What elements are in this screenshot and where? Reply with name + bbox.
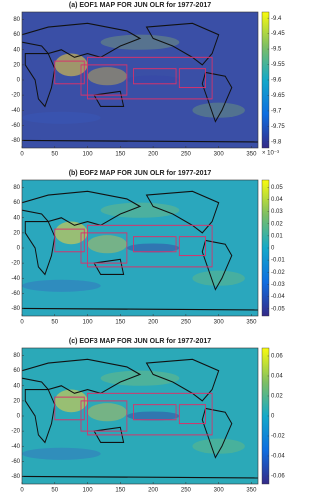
colorbar-tick-label: -9.4 xyxy=(271,16,282,22)
y-tick-label: 60 xyxy=(13,32,20,38)
colorbar-tick-label: 0.04 xyxy=(271,374,283,380)
x-tick-label: 250 xyxy=(181,152,192,158)
colorbar-tick-label: -9.6 xyxy=(271,78,282,84)
y-tick-label: 40 xyxy=(13,47,20,53)
x-tick-label: 250 xyxy=(181,320,192,326)
y-tick-label: 60 xyxy=(13,200,20,206)
y-tick-label: -20 xyxy=(11,93,20,99)
x-tick-label: 100 xyxy=(83,488,94,494)
colorbar-tick-label: -0.01 xyxy=(271,258,285,264)
colorbar-tick-label: 0.03 xyxy=(271,209,283,215)
y-tick-label: 60 xyxy=(13,368,20,374)
chart-title: (a) EOF1 MAP FOR JUN OLR for 1977-2017 xyxy=(69,2,211,9)
y-tick-label: 20 xyxy=(13,230,20,236)
x-tick-label: 0 xyxy=(20,152,24,158)
y-tick-label: 40 xyxy=(13,215,20,221)
colorbar-tick-label: -9.75 xyxy=(271,124,285,130)
colorbar-tick-label: -9.65 xyxy=(271,93,285,99)
colorbar-tick-label: -0.02 xyxy=(271,270,285,276)
y-tick-label: 0 xyxy=(17,78,21,84)
x-tick-label: 150 xyxy=(115,152,126,158)
colorbar-tick-label: 0.04 xyxy=(271,197,283,203)
x-tick-label: 300 xyxy=(214,488,225,494)
colorbar-tick-label: -9.7 xyxy=(271,108,282,114)
x-tick-label: 200 xyxy=(148,488,159,494)
y-tick-label: -20 xyxy=(11,429,20,435)
colorbar-tick-label: 0.02 xyxy=(271,221,283,227)
x-tick-label: 200 xyxy=(148,152,159,158)
y-tick-label: 80 xyxy=(13,185,20,191)
x-tick-label: 50 xyxy=(51,320,58,326)
colorbar-tick-label: 0 xyxy=(271,246,275,252)
x-tick-label: 100 xyxy=(83,320,94,326)
colorbar-tick-label: 0.05 xyxy=(271,185,283,191)
colorbar-tick-label: -0.05 xyxy=(271,306,285,312)
x-tick-label: 300 xyxy=(214,152,225,158)
x-tick-label: 50 xyxy=(51,488,58,494)
x-tick-label: 0 xyxy=(20,320,24,326)
x-tick-label: 250 xyxy=(181,488,192,494)
y-tick-label: -60 xyxy=(11,459,20,465)
y-tick-label: -80 xyxy=(11,306,20,312)
x-tick-label: 0 xyxy=(20,488,24,494)
colorbar-tick-label: -9.55 xyxy=(271,62,285,68)
colorbar-tick-label: 0.06 xyxy=(271,354,283,360)
x-tick-label: 150 xyxy=(115,488,126,494)
y-tick-label: 20 xyxy=(13,398,20,404)
y-tick-label: -20 xyxy=(11,261,20,267)
x-tick-label: 200 xyxy=(148,320,159,326)
y-tick-label: -40 xyxy=(11,276,20,282)
colorbar-tick-label: -0.04 xyxy=(271,294,285,300)
colorbar-exponent: × 10⁻³ xyxy=(262,151,279,157)
y-tick-label: -40 xyxy=(11,108,20,114)
y-tick-label: -60 xyxy=(11,291,20,297)
colorbar-tick-label: -9.45 xyxy=(271,31,285,37)
x-tick-label: 300 xyxy=(214,320,225,326)
x-tick-label: 350 xyxy=(246,152,257,158)
colorbar-tick-label: -0.02 xyxy=(271,434,285,440)
colorbar-tick-label: -0.06 xyxy=(271,474,285,480)
chart-title: (c) EOF3 MAP FOR JUN OLR for 1977-2017 xyxy=(69,338,211,345)
figure: (a) EOF1 MAP FOR JUN OLR for 1977-2017 0 5… xyxy=(11,2,285,494)
y-tick-label: -60 xyxy=(11,123,20,129)
chart-title: (b) EOF2 MAP FOR JUN OLR for 1977-2017 xyxy=(69,170,212,177)
colorbar-tick-label: -9.8 xyxy=(271,139,282,145)
colorbar-tick-label: 0.02 xyxy=(271,394,283,400)
y-tick-label: 80 xyxy=(13,353,20,359)
y-tick-label: -80 xyxy=(11,138,20,144)
x-tick-label: 350 xyxy=(246,320,257,326)
y-tick-label: 0 xyxy=(17,414,21,420)
x-tick-label: 150 xyxy=(115,320,126,326)
y-tick-label: 40 xyxy=(13,383,20,389)
colorbar-tick-label: 0.01 xyxy=(271,233,283,239)
y-tick-label: -40 xyxy=(11,444,20,450)
x-tick-label: 100 xyxy=(83,152,94,158)
colorbar-tick-label: -0.03 xyxy=(271,282,285,288)
x-tick-label: 350 xyxy=(246,488,257,494)
colorbar-tick-label: -9.5 xyxy=(271,47,282,53)
y-tick-label: -80 xyxy=(11,474,20,480)
y-tick-label: 0 xyxy=(17,246,21,252)
y-tick-label: 20 xyxy=(13,62,20,68)
y-tick-label: 80 xyxy=(13,17,20,23)
colorbar-tick-label: -0.04 xyxy=(271,454,285,460)
colorbar-tick-label: 0 xyxy=(271,414,275,420)
x-tick-label: 50 xyxy=(51,152,58,158)
